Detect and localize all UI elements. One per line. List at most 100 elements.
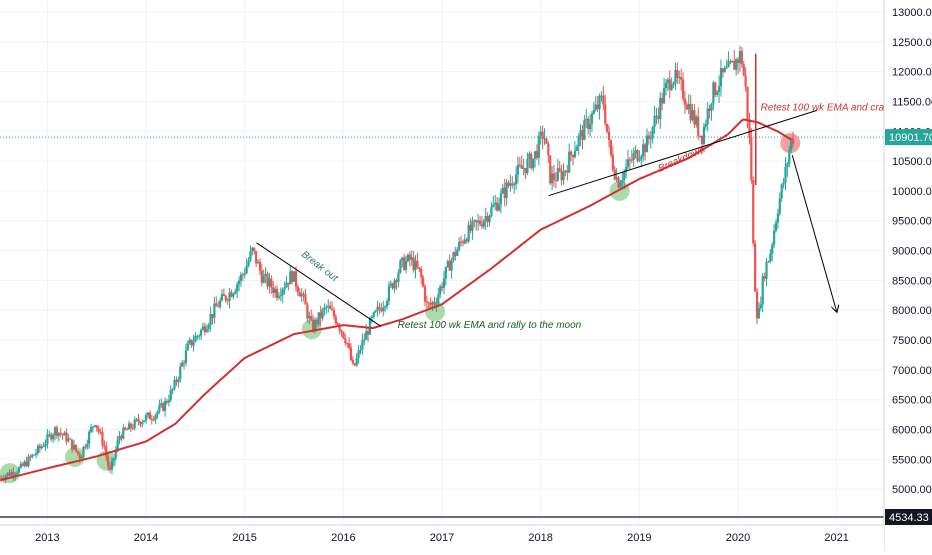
candle-body	[236, 284, 239, 292]
candle-body	[482, 220, 485, 227]
candle-body	[169, 389, 172, 401]
candle-body	[702, 126, 706, 144]
candle-body	[433, 302, 436, 305]
candle-body	[243, 273, 246, 275]
candle	[404, 255, 408, 274]
candle	[520, 155, 523, 170]
x-axis-panel[interactable]	[0, 525, 884, 550]
candle-body	[101, 432, 104, 446]
candle	[340, 329, 343, 337]
candle-body	[723, 67, 726, 73]
candle	[370, 314, 373, 324]
candle-body	[91, 426, 95, 428]
candle-body	[533, 151, 537, 159]
candle	[587, 116, 590, 135]
candle-body	[761, 276, 764, 305]
candle-body	[108, 467, 112, 470]
support-line	[0, 136, 884, 518]
candle	[86, 439, 89, 450]
candle	[494, 194, 497, 211]
candle-body	[72, 444, 76, 450]
candle	[169, 385, 172, 403]
candle-body	[211, 314, 214, 318]
candle-body	[188, 339, 191, 344]
candle-body	[518, 164, 521, 166]
candle	[583, 114, 586, 141]
candle-body	[298, 292, 301, 297]
candle-body	[475, 220, 478, 223]
candle-body	[780, 184, 783, 199]
candle-body	[791, 138, 795, 144]
candle	[486, 212, 489, 228]
candle-body	[516, 164, 520, 175]
candle	[310, 309, 313, 322]
candle-body	[685, 104, 688, 110]
candle	[393, 278, 396, 294]
candle-body	[201, 326, 205, 330]
candle-body	[632, 153, 635, 160]
candle	[162, 401, 165, 412]
candle-body	[442, 278, 446, 288]
candle-body	[247, 260, 250, 266]
candle	[403, 253, 406, 271]
candle	[391, 282, 394, 290]
candle	[251, 246, 254, 256]
candle-body	[452, 252, 455, 261]
candle-body	[270, 278, 273, 288]
candle-body	[676, 69, 679, 78]
candle-body	[499, 193, 502, 205]
candle	[260, 263, 263, 287]
candle-body	[245, 265, 248, 274]
candles	[0, 45, 795, 484]
candle	[526, 152, 529, 176]
candle-body	[414, 260, 417, 271]
candle	[647, 131, 650, 145]
candle-body	[179, 366, 182, 380]
candle-body	[788, 149, 791, 164]
candle	[592, 101, 595, 115]
candle	[437, 287, 440, 308]
candle-body	[277, 296, 281, 298]
candle-body	[477, 220, 480, 223]
candle-body	[596, 104, 599, 110]
candle-body	[14, 474, 17, 476]
y-axis-panel[interactable]	[884, 0, 932, 525]
candle-body	[695, 116, 698, 125]
candle	[541, 125, 544, 150]
candle	[488, 214, 491, 227]
candle	[767, 260, 770, 263]
candle	[213, 296, 216, 324]
candle	[754, 239, 757, 292]
candle-body	[31, 454, 34, 458]
candle-body	[471, 220, 474, 231]
candle	[95, 425, 98, 432]
candle-body	[141, 421, 144, 425]
candle-body	[551, 173, 554, 184]
candle-body	[771, 244, 774, 254]
candle	[38, 443, 41, 453]
candle	[182, 360, 186, 370]
candle	[118, 430, 121, 445]
candle	[357, 345, 360, 364]
candle-body	[120, 436, 123, 439]
candle-body	[607, 131, 611, 141]
x-tick-label: 2021	[824, 532, 848, 544]
candle-body	[177, 379, 180, 383]
candle	[253, 247, 256, 255]
candle-body	[581, 130, 584, 140]
candle	[99, 428, 102, 435]
candle	[562, 163, 565, 185]
candle	[171, 387, 174, 395]
candle	[505, 178, 508, 206]
candle-body	[69, 438, 72, 440]
candle	[530, 151, 533, 170]
candle-body	[530, 153, 533, 169]
candle-body	[716, 92, 719, 95]
candle-body	[154, 414, 157, 420]
candle	[615, 167, 618, 183]
candle	[577, 133, 580, 156]
candle-body	[82, 446, 85, 457]
candle-body	[717, 86, 721, 93]
candle-body	[260, 270, 263, 283]
candle-body	[80, 456, 83, 459]
